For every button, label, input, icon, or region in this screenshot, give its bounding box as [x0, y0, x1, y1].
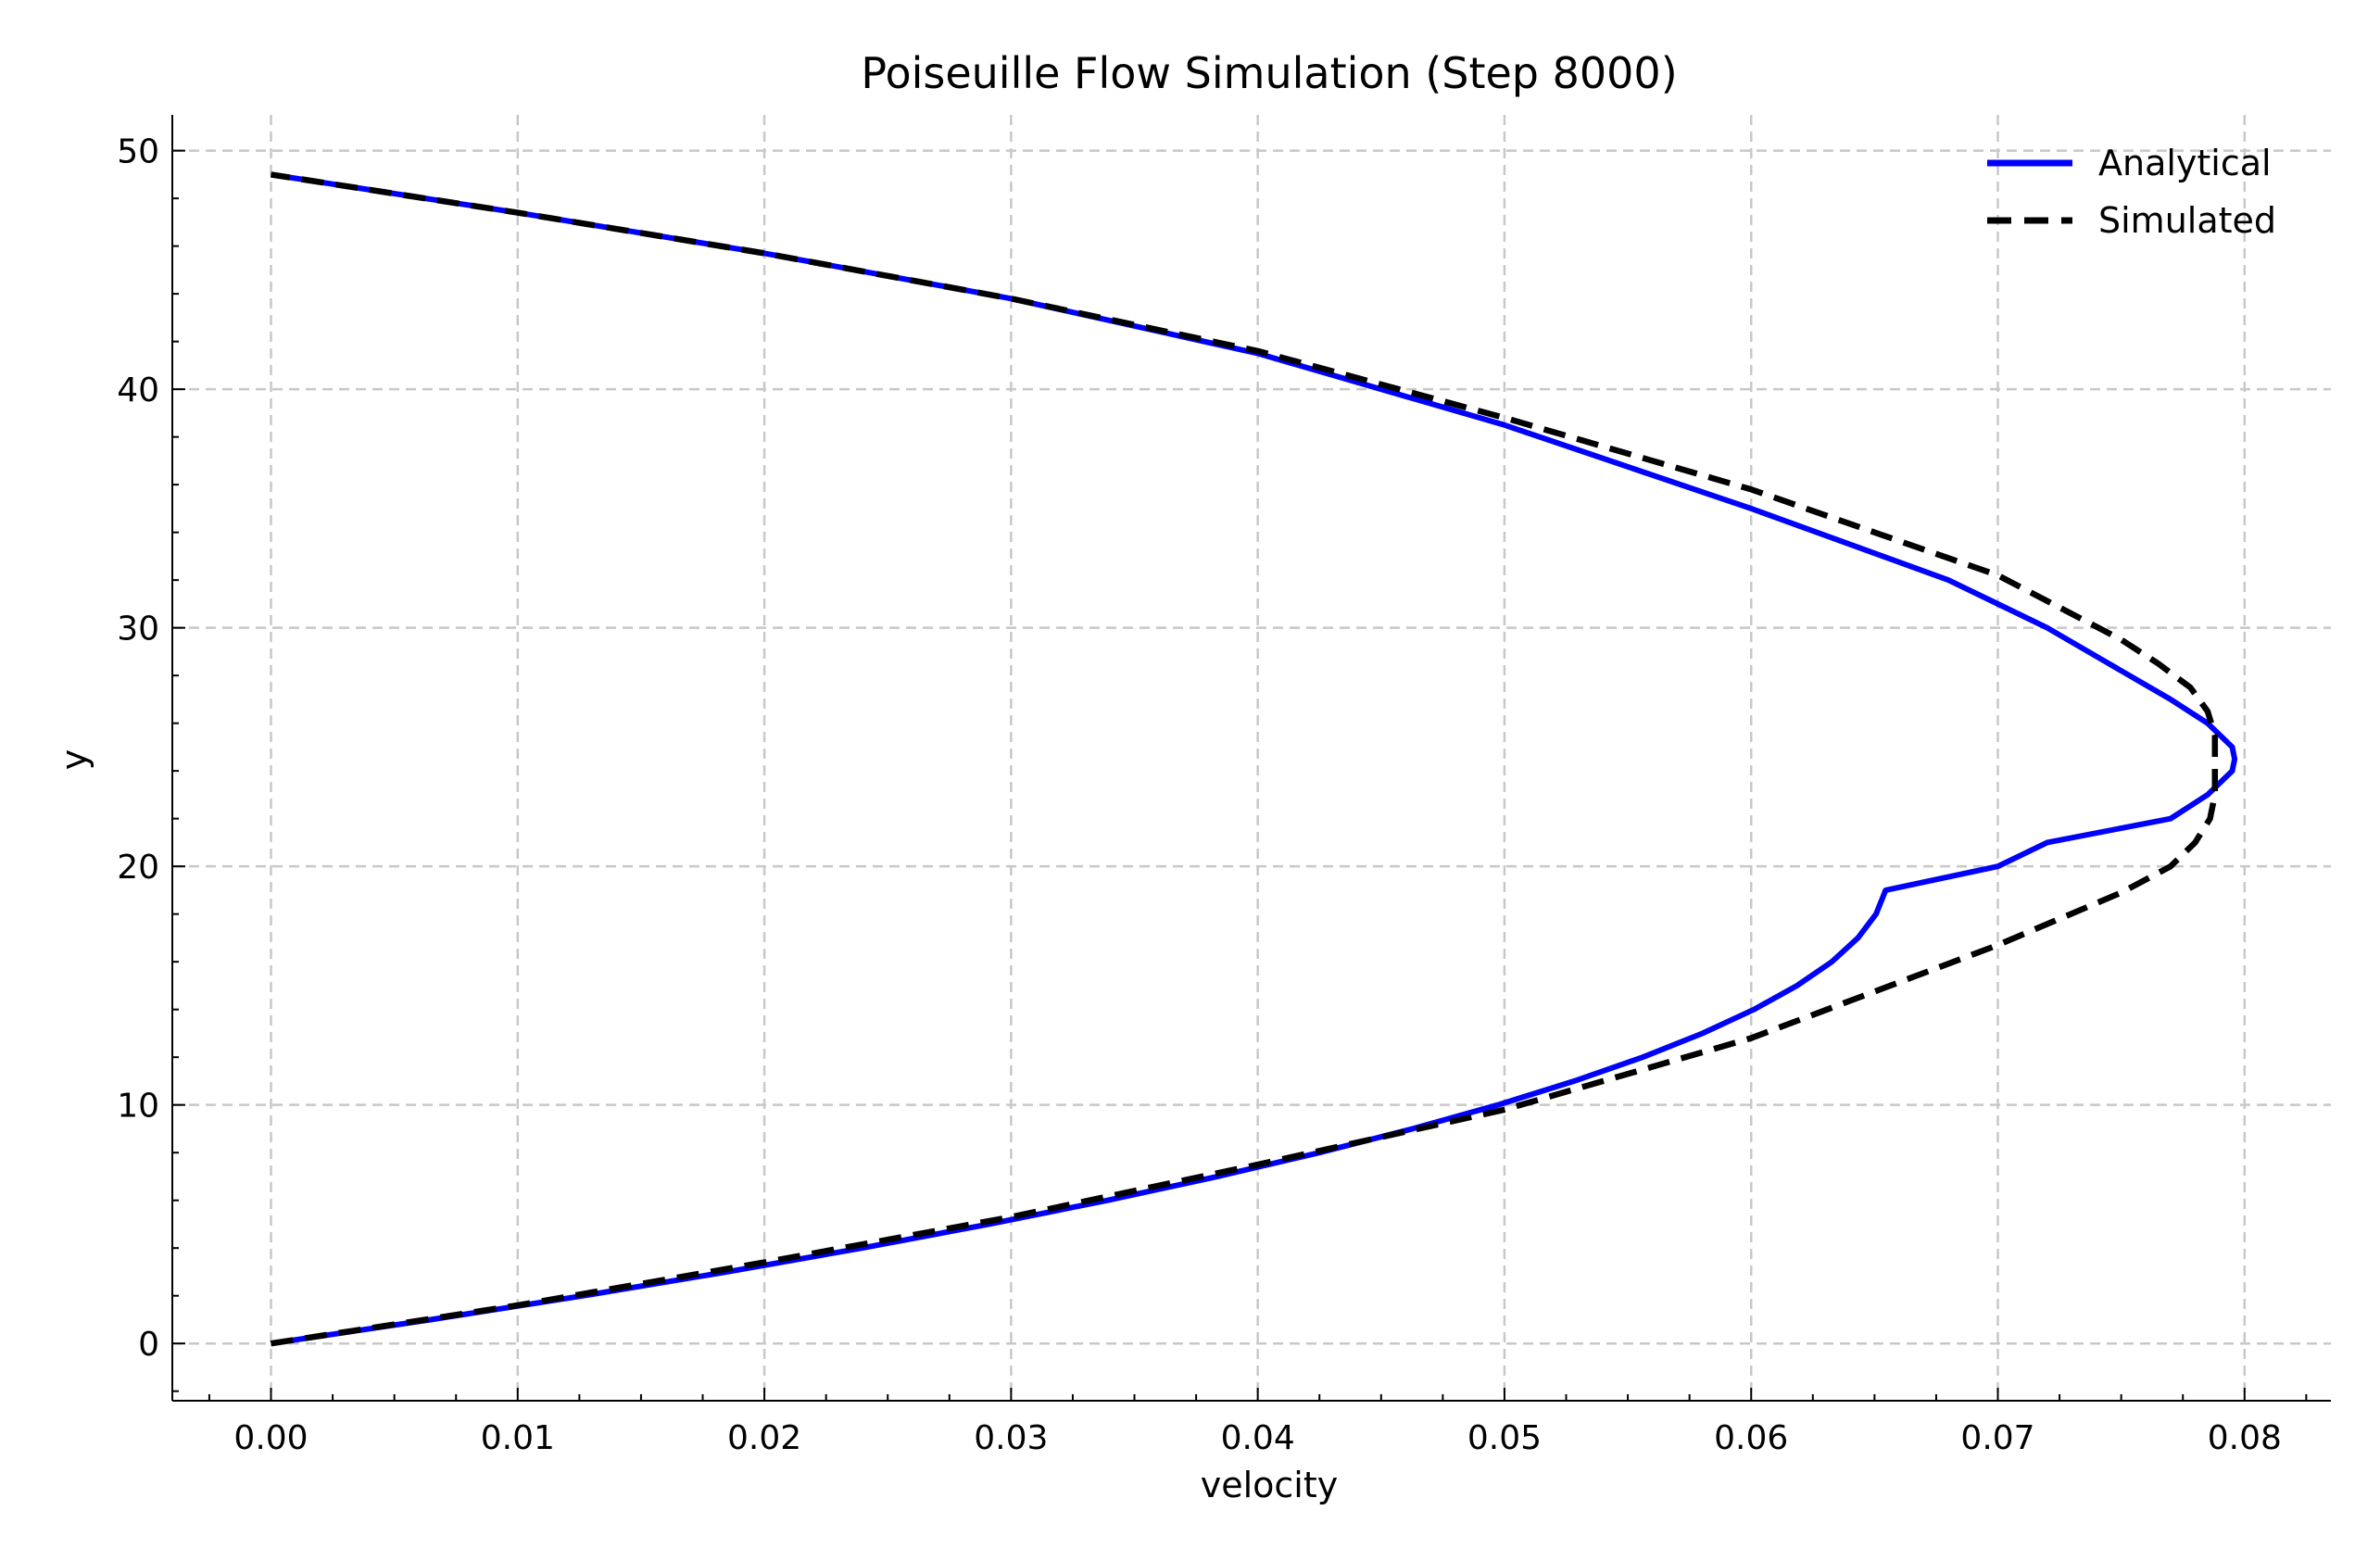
x-tick-label-1: 0.01 [481, 1419, 555, 1457]
y-axis-label: y [54, 749, 94, 771]
y-tick-label-2: 20 [117, 849, 159, 887]
x-tick-label-5: 0.05 [1467, 1419, 1542, 1457]
x-axis-label: velocity [1201, 1465, 1339, 1505]
y-tick-label-1: 10 [117, 1088, 159, 1126]
y-tick-label-5: 50 [117, 133, 159, 171]
x-tick-label-7: 0.07 [1960, 1419, 2034, 1457]
x-tick-label-8: 0.08 [2208, 1419, 2282, 1457]
series-line-analytical [271, 171, 2238, 1347]
axes-layer: 0.00 0.01 0.02 0.03 0.04 0.05 0.06 0.07 0.08 0 10 2… [117, 115, 2331, 1457]
x-tick-label-6: 0.06 [1714, 1419, 1788, 1457]
x-tick-label-0: 0.00 [233, 1419, 308, 1457]
grid-layer [172, 115, 2331, 1401]
x-tick-label-4: 0.04 [1221, 1419, 1295, 1457]
legend: Analytical Simulated [1987, 143, 2276, 241]
x-tick-label-2: 0.02 [727, 1419, 801, 1457]
legend-label-simulated: Simulated [2098, 200, 2276, 241]
y-tick-label-4: 40 [117, 371, 159, 409]
y-tick-label-3: 30 [117, 611, 159, 648]
series-layer [271, 171, 2238, 1347]
y-tick-label-0: 0 [138, 1326, 159, 1364]
legend-label-analytical: Analytical [2098, 143, 2272, 183]
x-tick-label-3: 0.03 [974, 1419, 1048, 1457]
chart-title: Poiseuille Flow Simulation (Step 8000) [861, 48, 1677, 98]
